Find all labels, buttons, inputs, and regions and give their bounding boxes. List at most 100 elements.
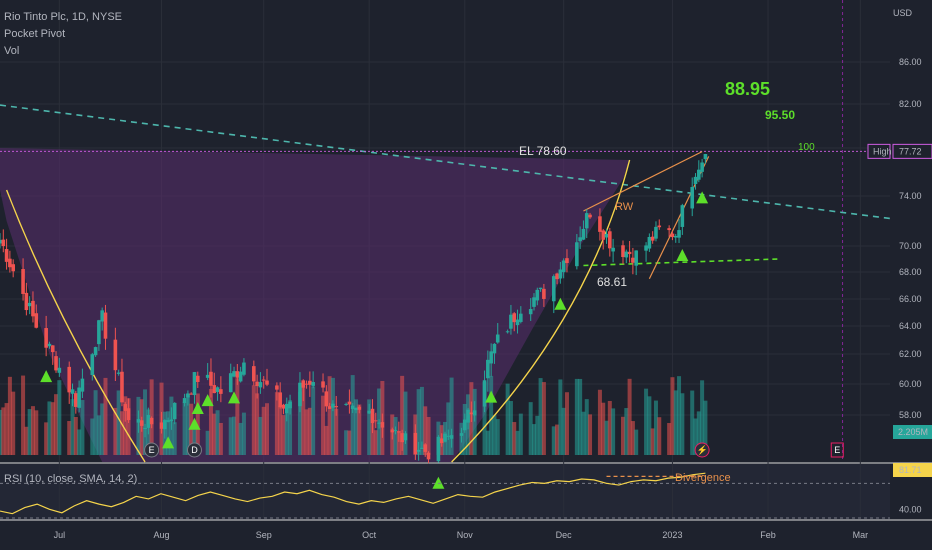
x-tick-label: Aug xyxy=(154,530,170,540)
volume-bar xyxy=(278,405,283,455)
volume-bar xyxy=(667,423,672,455)
volume-bar xyxy=(403,391,408,455)
volume-bar xyxy=(232,416,237,455)
support-line xyxy=(583,258,778,267)
target-95-50: 95.50 xyxy=(765,108,795,122)
volume-bar xyxy=(419,386,424,455)
candle-body xyxy=(462,419,467,431)
rsi-value: 81.71 xyxy=(899,465,922,475)
candle-body xyxy=(350,405,355,409)
earnings-badge-jul-circle xyxy=(144,442,160,458)
candle-body xyxy=(367,410,371,414)
candle-body xyxy=(509,314,513,329)
candle-body xyxy=(205,374,210,378)
y-tick-label: 62.00 xyxy=(899,349,922,359)
rsi-panel: Divergence xyxy=(0,472,890,519)
volume-bar xyxy=(284,413,289,455)
earnings-badge-feb: E xyxy=(834,445,840,455)
candle-body xyxy=(489,351,493,364)
volume-bar xyxy=(449,377,454,455)
candle-body xyxy=(650,236,655,241)
pocket-pivot-marker xyxy=(201,394,214,407)
volume-bar xyxy=(647,396,652,455)
candle-body xyxy=(27,302,32,307)
candle-body xyxy=(542,288,546,299)
volume-bar xyxy=(77,429,82,455)
candle-body xyxy=(528,309,533,315)
candle-body xyxy=(93,347,98,356)
y-tick-label: 70.00 xyxy=(899,241,922,251)
candle-body xyxy=(347,401,352,405)
volume-bar xyxy=(564,392,569,455)
volume-bar xyxy=(532,424,536,455)
volume-bar xyxy=(657,417,662,455)
volume-bar xyxy=(393,417,398,455)
volume-bar xyxy=(327,376,332,455)
legend-indicator[interactable]: Pocket Pivot xyxy=(4,28,66,40)
x-tick-label: Dec xyxy=(556,530,573,540)
pocket-pivot-marker xyxy=(696,191,709,204)
candle-body xyxy=(631,257,635,263)
candle-body xyxy=(519,313,523,322)
candle-body xyxy=(578,237,582,242)
volume-bar xyxy=(44,422,49,455)
volume-bar xyxy=(185,393,190,455)
volume-bar xyxy=(126,398,131,455)
candle-body xyxy=(565,258,569,264)
candle-body xyxy=(192,372,197,396)
volume-bar xyxy=(103,377,108,455)
candle-body xyxy=(400,433,404,443)
pocket-pivot-marker xyxy=(40,370,53,383)
volume-bar xyxy=(57,380,62,455)
candle-body xyxy=(57,367,62,373)
candle-body xyxy=(611,247,615,252)
volume-bar xyxy=(24,426,29,455)
volume-bar xyxy=(489,375,494,455)
volume-bar xyxy=(416,389,421,455)
candle-body xyxy=(423,444,428,452)
yellow-curve-left xyxy=(5,189,146,463)
candle-body xyxy=(397,431,401,433)
candle-body xyxy=(219,389,223,394)
candle-body xyxy=(492,343,497,354)
x-tick-label: Nov xyxy=(457,530,474,540)
rsi-value-box xyxy=(893,463,932,477)
y-tick-label: 60.00 xyxy=(899,379,922,389)
high-value-box xyxy=(892,143,932,159)
volume-bar xyxy=(644,388,649,455)
volume-bar xyxy=(604,420,609,455)
candle-body xyxy=(693,176,698,185)
volume-bar xyxy=(0,409,2,455)
volume-bar xyxy=(555,424,560,455)
candle-body xyxy=(703,154,708,160)
candle-body xyxy=(275,385,279,390)
volume-bar xyxy=(492,415,497,455)
volume-bar xyxy=(551,426,556,455)
candle-body xyxy=(301,380,306,388)
rsi-y-tick-label: 40.00 xyxy=(899,504,922,514)
volume-bar xyxy=(673,390,678,455)
candle-body xyxy=(469,412,474,415)
split-badge-jan-circle xyxy=(694,442,710,458)
trend-lines xyxy=(0,104,891,463)
y-tick-label: 64.00 xyxy=(899,321,922,331)
candle-body xyxy=(393,430,398,432)
high-value: 77.72 xyxy=(899,146,922,156)
candle-body xyxy=(588,214,592,218)
legend-rsi[interactable]: RSI (10, close, SMA, 14, 2) xyxy=(4,473,138,485)
pocket-pivot-marker xyxy=(162,436,175,449)
volume-bar xyxy=(27,409,32,455)
volume-bar xyxy=(228,417,233,455)
legend-volume[interactable]: Vol xyxy=(4,45,20,57)
candle-body xyxy=(54,356,58,371)
legend-symbol[interactable]: Rio Tinto Plc, 1D, NYSE xyxy=(4,11,122,23)
volume-bar xyxy=(321,395,326,455)
candle-body xyxy=(558,269,563,279)
candle-body xyxy=(436,436,441,462)
wedge-label: RW xyxy=(615,201,634,213)
candle-body xyxy=(532,297,536,307)
y-tick-label: 86.00 xyxy=(899,57,922,67)
candle-body xyxy=(136,419,141,423)
